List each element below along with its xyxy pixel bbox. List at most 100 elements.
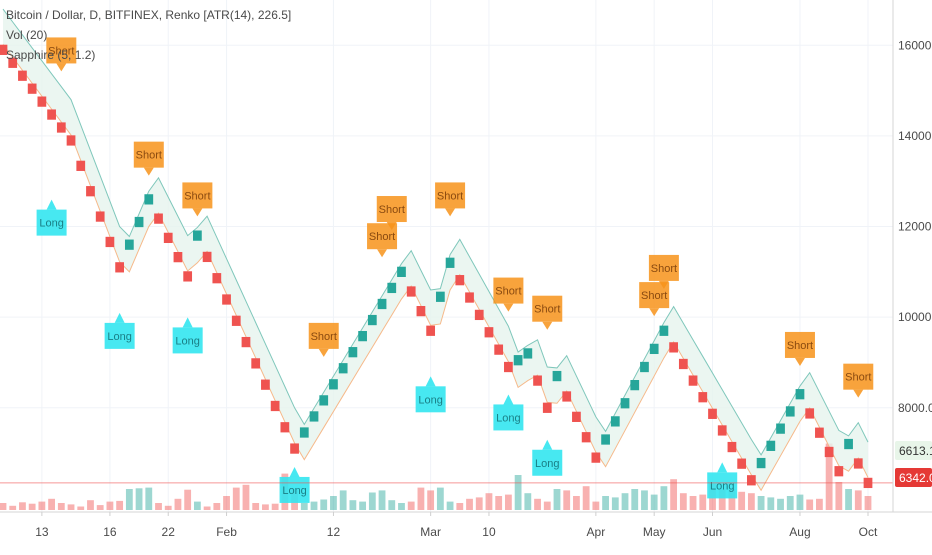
short-signal-box (133, 141, 164, 168)
short-signal-box (46, 37, 77, 64)
renko-brick (134, 216, 144, 228)
volume-bar (19, 502, 26, 510)
renko-brick (231, 315, 241, 326)
volume-bar (67, 504, 75, 510)
volume-bar (660, 486, 668, 510)
volume-bar (262, 504, 269, 510)
renko-brick (649, 343, 659, 355)
renko-brick (659, 325, 669, 336)
x-tick-label: Oct (859, 525, 878, 539)
renko-brick (212, 273, 222, 284)
volume-bar (87, 500, 94, 510)
renko-brick (47, 109, 56, 120)
renko-brick (523, 348, 533, 359)
long-signal-arrow (114, 312, 125, 323)
volume-bar (592, 501, 600, 510)
volume-bar (106, 501, 114, 510)
renko-brick (154, 213, 163, 224)
volume-bar (145, 487, 153, 510)
y-tick-label: 12000.0 (898, 220, 932, 234)
volume-bar (349, 500, 357, 510)
long-signal-label: Long (418, 394, 442, 406)
short-signal-label: Short (437, 190, 463, 202)
short-signal-box (843, 363, 874, 390)
renko-brick (698, 392, 708, 403)
volume-bar (407, 501, 415, 510)
renko-brick (280, 422, 290, 433)
volume-bar (485, 493, 493, 510)
short-signal-label: Short (845, 372, 871, 384)
volume-bar (174, 498, 182, 510)
short-signal-label: Short (651, 263, 677, 275)
long-signal-arrow (289, 466, 300, 477)
x-tick-label: Aug (789, 525, 810, 539)
short-signal-box (784, 331, 815, 358)
short-signal-arrow (445, 208, 456, 217)
short-signal-label: Short (311, 331, 337, 343)
volume-bar (436, 487, 444, 510)
renko-brick (270, 400, 280, 412)
short-signal-label: Short (369, 231, 395, 243)
renko-brick (766, 440, 776, 451)
short-signal-arrow (386, 222, 397, 231)
long-signal-label: Long (107, 331, 131, 343)
renko-brick (105, 236, 115, 248)
renko-brick (173, 252, 183, 263)
renko-brick (0, 44, 8, 55)
short-signal-arrow (794, 357, 805, 366)
renko-brick (193, 230, 202, 241)
last-price-tag-text: 6342.0 (899, 471, 932, 485)
renko-brick (610, 416, 620, 427)
long-signal-box (104, 322, 135, 349)
x-tick-label: 13 (35, 525, 49, 539)
renko-brick (513, 355, 523, 366)
renko-brick (115, 262, 125, 273)
renko-brick (66, 135, 76, 146)
short-signal-box (493, 277, 524, 304)
short-signal-arrow (192, 208, 203, 217)
legend-volume[interactable]: Vol (20) (6, 28, 47, 42)
renko-brick (737, 458, 747, 469)
renko-brick (86, 186, 95, 197)
renko-brick (319, 395, 329, 406)
renko-brick (474, 309, 484, 321)
short-signal-label: Short (495, 286, 521, 298)
legend-sapphire[interactable]: Sapphire (5, 1.2) (6, 48, 95, 62)
volume-bar (38, 501, 46, 510)
volume-bar (271, 503, 279, 510)
volume-bar (718, 489, 726, 510)
volume-bar (621, 493, 629, 510)
volume-bar (427, 490, 435, 510)
volume-bar (786, 496, 794, 510)
short-signal-label: Short (641, 290, 667, 302)
volume-bar (116, 500, 124, 510)
x-tick-label: Apr (587, 525, 606, 539)
volume-bar (543, 501, 551, 510)
volume-bar (728, 489, 736, 510)
renko-brick (824, 446, 834, 458)
short-signal-arrow (853, 389, 864, 398)
renko-brick (805, 408, 815, 419)
renko-brick (435, 291, 445, 302)
renko-brick (572, 411, 581, 422)
renko-brick (338, 363, 348, 374)
renko-brick (844, 438, 853, 450)
legend-symbol[interactable]: Bitcoin / Dollar, D, BITFINEX, Renko [AT… (6, 8, 291, 22)
volume-bar (300, 503, 308, 510)
renko-brick (445, 257, 455, 268)
renko-brick (601, 434, 610, 445)
renko-bricks (0, 44, 873, 489)
x-tick-label: May (643, 525, 666, 539)
volume-bar (553, 489, 561, 510)
volume-bar (738, 491, 746, 510)
x-tick-label: 22 (162, 525, 176, 539)
volume-bar (57, 503, 65, 510)
volume-bar (475, 497, 483, 510)
short-signal-box (532, 295, 563, 322)
volume-bar (339, 490, 347, 510)
y-tick-label: 14000.0 (898, 129, 932, 143)
x-tick-label: Jun (703, 525, 722, 539)
volume-bar (504, 494, 512, 510)
